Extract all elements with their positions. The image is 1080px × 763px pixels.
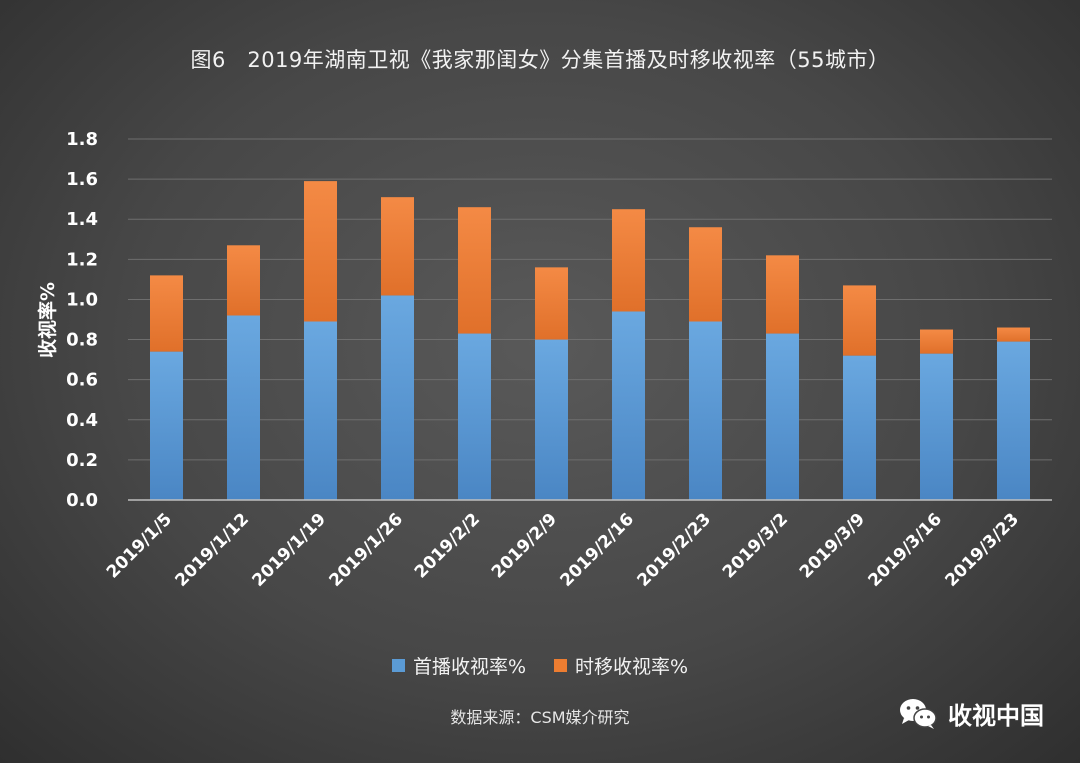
bar-timeshift-2	[227, 245, 260, 316]
bar-timeshift-7	[612, 209, 645, 312]
y-tick-label: 0.8	[66, 330, 98, 351]
y-tick-label: 1.4	[66, 209, 98, 230]
y-tick-label: 0.0	[66, 490, 98, 511]
bar-premiere-8	[689, 321, 722, 500]
x-tick-label: 2019/2/9	[488, 509, 561, 582]
bar-premiere-1	[150, 351, 183, 500]
bar-premiere-10	[843, 355, 876, 500]
y-tick-label: 1.0	[66, 289, 98, 310]
bar-premiere-9	[766, 333, 799, 500]
x-tick-label: 2019/1/12	[172, 509, 253, 590]
bar-premiere-7	[612, 311, 645, 500]
legend-item-premiere: 首播收视率%	[391, 652, 526, 679]
chart-title: 图6 2019年湖南卫视《我家那闺女》分集首播及时移收视率（55城市）	[190, 48, 890, 72]
y-tick-label: 1.2	[66, 249, 98, 270]
bar-timeshift-11	[920, 329, 953, 354]
x-tick-label: 2019/2/16	[557, 509, 638, 590]
bar-premiere-12	[997, 341, 1030, 500]
brand-watermark: 收视中国	[898, 696, 1044, 731]
bar-timeshift-3	[304, 181, 337, 322]
bar-timeshift-9	[766, 255, 799, 334]
x-tick-label: 2019/3/9	[796, 509, 869, 582]
bar-timeshift-5	[458, 207, 491, 334]
legend-swatch-timeshift	[554, 659, 567, 672]
y-tick-label: 0.4	[66, 410, 98, 431]
x-tick-label: 2019/1/19	[249, 509, 330, 590]
legend-label-premiere: 首播收视率%	[412, 656, 526, 678]
y-tick-label: 0.6	[66, 370, 98, 391]
data-source-note: 数据来源：CSM媒介研究	[450, 708, 630, 727]
x-tick-label: 2019/2/23	[634, 509, 715, 590]
y-tick-label: 1.6	[66, 169, 98, 190]
legend: 首播收视率% 时移收视率%	[0, 652, 1080, 679]
bar-timeshift-8	[689, 227, 722, 322]
legend-swatch-premiere	[391, 659, 405, 672]
x-tick-label: 2019/2/2	[411, 509, 484, 582]
x-tick-label: 2019/1/5	[103, 509, 176, 582]
bar-premiere-11	[920, 353, 953, 500]
wechat-icon	[900, 698, 937, 729]
bar-premiere-5	[458, 333, 491, 500]
x-tick-label: 2019/3/2	[719, 509, 792, 582]
bar-premiere-2	[227, 315, 260, 500]
x-tick-label: 2019/1/26	[326, 509, 407, 590]
y-tick-label: 1.8	[66, 129, 98, 150]
bar-timeshift-12	[997, 327, 1030, 342]
bar-timeshift-1	[150, 275, 183, 352]
bar-premiere-4	[381, 295, 414, 500]
y-axis-label: 收视率%	[36, 282, 59, 358]
bar-timeshift-4	[381, 197, 414, 296]
legend-label-timeshift: 时移收视率%	[575, 656, 689, 678]
x-tick-label: 2019/3/23	[942, 509, 1023, 590]
bar-timeshift-10	[843, 285, 876, 356]
legend-item-timeshift: 时移收视率%	[554, 652, 688, 679]
x-tick-label: 2019/3/16	[865, 509, 946, 590]
bar-premiere-6	[535, 339, 568, 500]
brand-name: 收视中国	[948, 702, 1044, 730]
y-tick-label: 0.2	[66, 450, 98, 471]
bar-premiere-3	[304, 321, 337, 500]
bar-timeshift-6	[535, 267, 568, 340]
